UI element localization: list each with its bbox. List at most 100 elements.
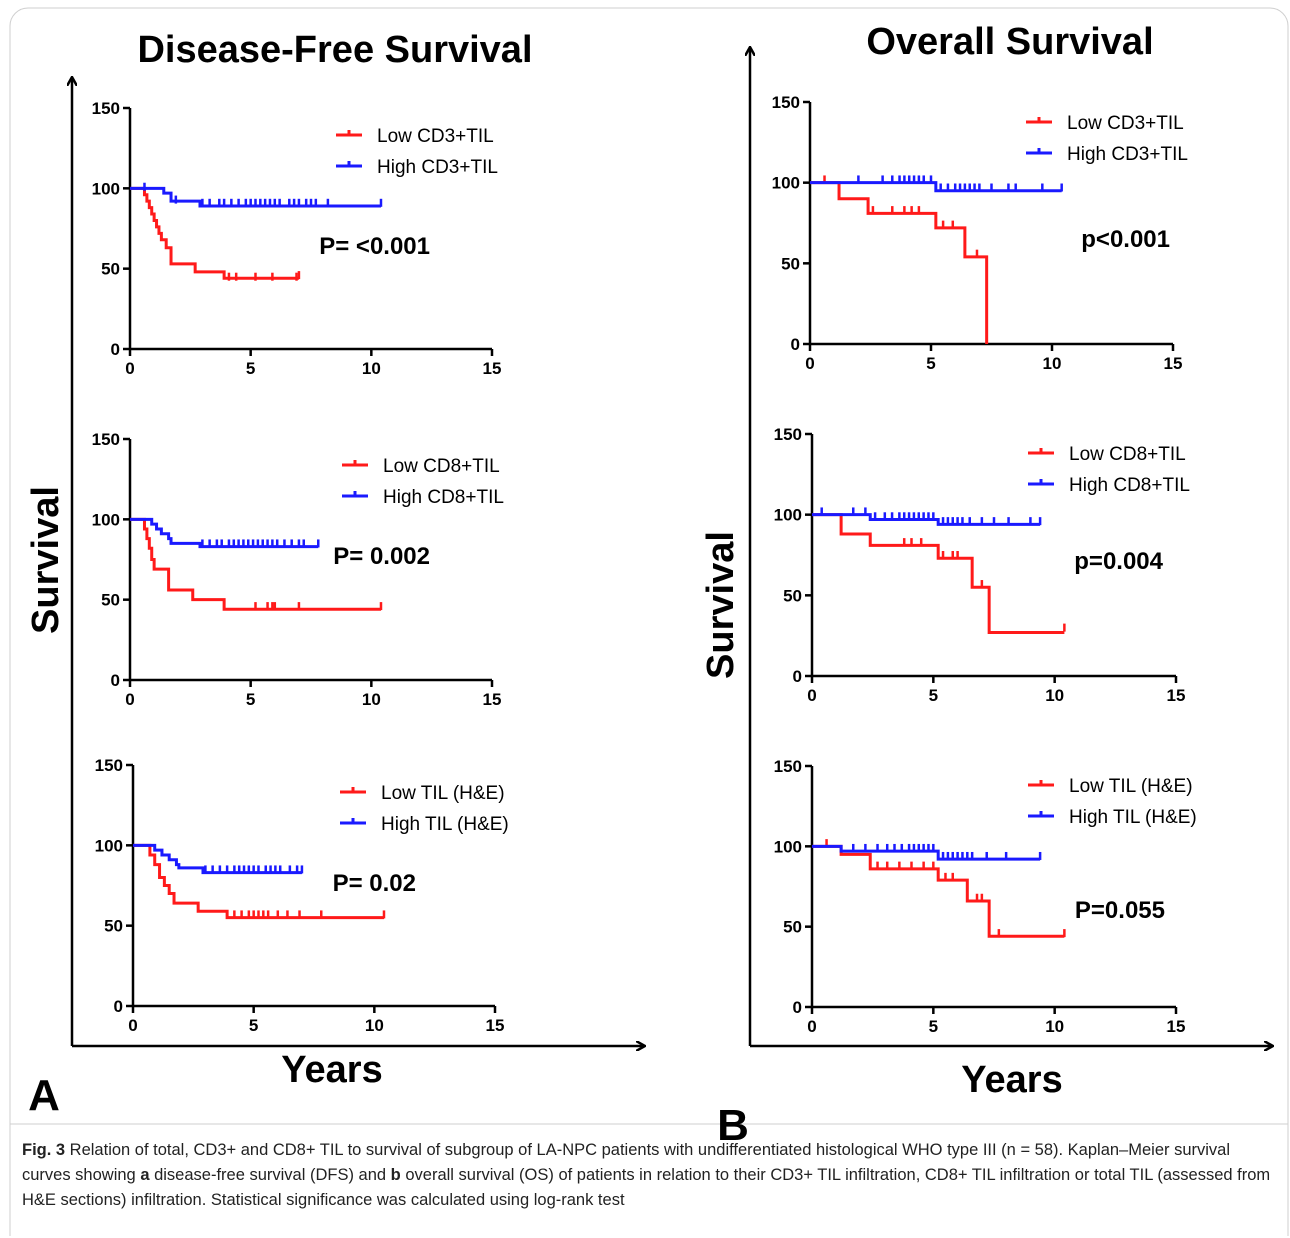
y-tick-label: 0 xyxy=(111,340,120,359)
caption-label: Fig. 3 xyxy=(22,1141,66,1159)
x-tick-label: 10 xyxy=(362,359,381,378)
legend-label: High TIL (H&E) xyxy=(381,814,509,835)
y-tick-label: 50 xyxy=(101,591,120,610)
y-tick-label: 100 xyxy=(772,174,800,193)
p-value: p<0.001 xyxy=(1081,226,1170,253)
y-tick-label: 50 xyxy=(101,260,120,279)
km-plot-6: 0 50 100 150 0 5 10 15 Low TIL (H&E) High TIL (H&… xyxy=(774,757,1197,1036)
x-tick-label: 5 xyxy=(246,690,255,709)
legend-label: High CD3+TIL xyxy=(1067,144,1188,165)
survival-curve-low xyxy=(130,186,299,280)
km-plot-1: 0 50 100 150 0 5 10 15 Low CD3+TIL High CD3+TIL P=… xyxy=(92,99,502,378)
p-value: P=0.055 xyxy=(1075,897,1165,924)
y-tick-label: 150 xyxy=(774,757,802,776)
x-tick-label: 5 xyxy=(246,359,255,378)
x-tick-label: 5 xyxy=(929,1017,938,1036)
panel-a-ylabel: Survival xyxy=(25,486,67,634)
y-tick-label: 100 xyxy=(774,837,802,856)
x-tick-label: 15 xyxy=(486,1016,505,1035)
x-tick-label: 15 xyxy=(483,359,502,378)
y-tick-label: 100 xyxy=(774,506,802,525)
y-tick-label: 150 xyxy=(92,99,120,118)
x-tick-label: 0 xyxy=(125,690,134,709)
y-tick-label: 150 xyxy=(92,430,120,449)
survival-curve-high xyxy=(130,186,381,208)
x-tick-label: 10 xyxy=(1045,1017,1064,1036)
km-plot-3: 0 50 100 150 0 5 10 15 Low TIL (H&E) High TIL (H&… xyxy=(95,756,509,1035)
x-tick-label: 5 xyxy=(929,686,938,705)
y-tick-label: 100 xyxy=(95,836,123,855)
panel-a-xlabel: Years xyxy=(281,1049,382,1091)
y-tick-label: 50 xyxy=(781,254,800,273)
x-tick-label: 15 xyxy=(483,690,502,709)
survival-curve-low xyxy=(130,517,381,611)
caption-a: a xyxy=(140,1166,150,1184)
y-tick-label: 150 xyxy=(772,93,800,112)
x-tick-label: 15 xyxy=(1167,686,1186,705)
survival-curve-low xyxy=(133,843,384,920)
survival-curve-high xyxy=(130,517,319,549)
x-tick-label: 15 xyxy=(1167,1017,1186,1036)
x-tick-label: 10 xyxy=(1045,686,1064,705)
legend-label: Low TIL (H&E) xyxy=(381,783,505,804)
p-value: P= 0.02 xyxy=(333,870,416,897)
caption-text: Relation of total, CD3+ and CD8+ TIL to … xyxy=(22,1141,1231,1184)
legend-label: Low CD3+TIL xyxy=(1067,113,1184,134)
legend-label: Low CD8+TIL xyxy=(383,456,500,477)
x-tick-label: 10 xyxy=(362,690,381,709)
p-value: p=0.004 xyxy=(1074,548,1163,575)
x-tick-label: 5 xyxy=(926,354,935,373)
figure-frame xyxy=(9,7,1289,1236)
x-tick-label: 0 xyxy=(125,359,134,378)
legend-label: Low TIL (H&E) xyxy=(1069,776,1193,797)
survival-curve-high xyxy=(812,513,1041,526)
x-tick-label: 0 xyxy=(128,1016,137,1035)
legend-label: High TIL (H&E) xyxy=(1069,807,1197,828)
panel-b-title: Overall Survival xyxy=(866,21,1153,63)
legend-label: Low CD8+TIL xyxy=(1069,444,1186,465)
panel-b-xlabel: Years xyxy=(961,1059,1062,1101)
survival-curve-low xyxy=(812,513,1065,634)
caption-b: b xyxy=(390,1166,401,1184)
y-tick-label: 0 xyxy=(791,335,800,354)
panel-a-letter: A xyxy=(28,1071,60,1120)
survival-curve-low xyxy=(810,181,989,344)
p-value: P= 0.002 xyxy=(333,543,430,570)
y-tick-label: 0 xyxy=(111,671,120,690)
y-tick-label: 0 xyxy=(793,667,802,686)
survival-curve-high xyxy=(810,181,1062,193)
legend-label: High CD8+TIL xyxy=(383,487,504,508)
km-plot-5: 0 50 100 150 0 5 10 15 Low CD8+TIL High CD8+TIL p=… xyxy=(774,425,1190,705)
y-tick-label: 150 xyxy=(95,756,123,775)
legend-label: High CD3+TIL xyxy=(377,157,498,178)
survival-curve-high xyxy=(133,843,302,875)
panel-a-title: Disease-Free Survival xyxy=(137,29,532,71)
caption-text-a: disease-free survival (DFS) and xyxy=(149,1166,391,1184)
y-tick-label: 100 xyxy=(92,510,120,529)
x-tick-label: 0 xyxy=(807,686,816,705)
panel-b-ylabel: Survival xyxy=(700,531,742,679)
y-tick-label: 0 xyxy=(793,998,802,1017)
caption-text-b: overall survival (OS) of patients in rel… xyxy=(22,1166,1271,1209)
x-tick-label: 10 xyxy=(1043,354,1062,373)
legend-label: High CD8+TIL xyxy=(1069,475,1190,496)
y-tick-label: 0 xyxy=(114,997,123,1016)
x-tick-label: 5 xyxy=(249,1016,258,1035)
legend-label: Low CD3+TIL xyxy=(377,126,494,147)
y-tick-label: 50 xyxy=(783,586,802,605)
y-tick-label: 50 xyxy=(104,917,123,936)
y-tick-label: 100 xyxy=(92,179,120,198)
km-plot-2: 0 50 100 150 0 5 10 15 Low CD8+TIL High CD8+TIL P=… xyxy=(92,430,504,709)
panel-b-letter: B xyxy=(717,1101,749,1150)
x-tick-label: 0 xyxy=(807,1017,816,1036)
x-tick-label: 15 xyxy=(1164,354,1183,373)
x-tick-label: 10 xyxy=(365,1016,384,1035)
p-value: P= <0.001 xyxy=(319,233,430,260)
y-tick-label: 150 xyxy=(774,425,802,444)
km-plot-4: 0 50 100 150 0 5 10 15 Low CD3+TIL High CD3+TIL p<… xyxy=(772,93,1188,373)
y-tick-label: 50 xyxy=(783,918,802,937)
figure-caption: Fig. 3 Relation of total, CD3+ and CD8+ … xyxy=(22,1138,1272,1213)
x-tick-label: 0 xyxy=(805,354,814,373)
